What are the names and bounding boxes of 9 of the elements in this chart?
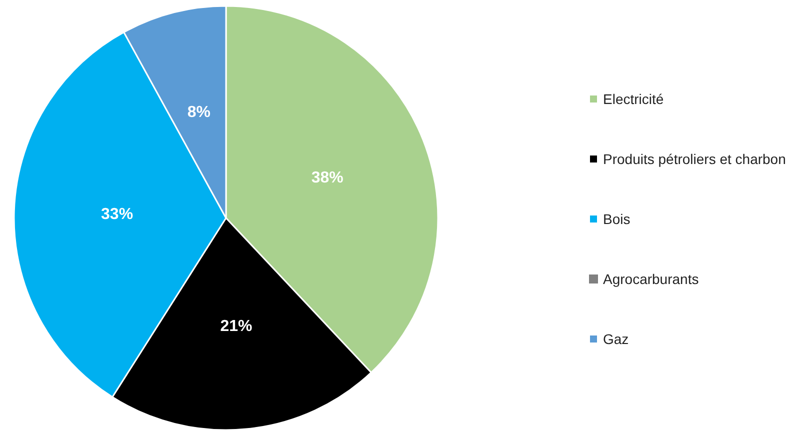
legend-label: Bois [603, 211, 630, 227]
legend-label: Electricité [603, 91, 664, 107]
data-label: 38% [311, 169, 344, 186]
data-label: 8% [187, 104, 210, 121]
data-label: 21% [220, 318, 252, 336]
legend-label: Produits pétroliers et charbon [603, 151, 786, 167]
data-label: 33% [101, 206, 134, 224]
legend-label: Agrocarburants [603, 271, 699, 287]
legend-label: Gaz [603, 331, 629, 347]
